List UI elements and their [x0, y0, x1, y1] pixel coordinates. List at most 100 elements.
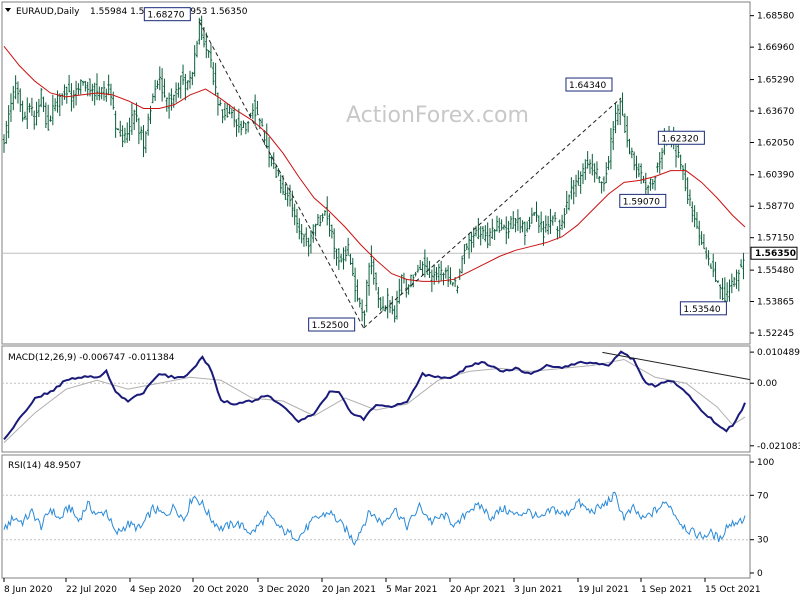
price-bar — [612, 121, 615, 151]
price-bar — [609, 127, 613, 170]
price-bar — [260, 118, 264, 127]
price-bar — [735, 269, 738, 289]
macd-line — [3, 350, 746, 441]
price-bar — [591, 153, 594, 176]
price-bar — [93, 82, 96, 106]
trendline[interactable] — [363, 97, 622, 329]
price-bar — [219, 99, 222, 107]
price-bar — [502, 224, 506, 230]
price-bar — [298, 218, 301, 240]
price-bar — [472, 227, 475, 248]
price-bar — [53, 98, 57, 112]
macd-trendline[interactable] — [602, 351, 751, 381]
price-bar — [712, 253, 715, 277]
price-bar — [649, 178, 652, 191]
price-bar — [519, 217, 522, 234]
price-bar — [679, 154, 682, 170]
price-bar — [342, 247, 345, 270]
trendline[interactable] — [198, 21, 365, 329]
macd-tick-label: 0.010489 — [757, 348, 800, 358]
price-bar — [507, 220, 510, 239]
price-bar — [142, 125, 145, 158]
price-bar — [42, 96, 45, 112]
price-bar — [107, 74, 110, 96]
price-bar — [251, 103, 255, 119]
price-bar — [186, 80, 189, 91]
price-bar — [377, 287, 380, 309]
price-bar — [116, 128, 120, 131]
price-bar — [233, 106, 236, 128]
price-bar — [170, 88, 173, 111]
price-bar — [414, 271, 417, 277]
price-bar — [651, 179, 654, 190]
price-bar — [532, 211, 536, 217]
price-bar — [493, 228, 496, 241]
rsi-line — [3, 491, 746, 546]
chevron-down-icon[interactable] — [5, 8, 11, 12]
price-bar — [74, 80, 78, 106]
price-bar — [91, 83, 94, 102]
price-tick-label: 1.60390 — [757, 171, 794, 181]
rsi-title: RSI(14) 48.9507 — [8, 461, 81, 471]
price-bar — [284, 183, 287, 200]
price-bar — [593, 163, 596, 183]
price-bar — [151, 93, 155, 104]
rsi-tick-label: 100 — [757, 458, 774, 468]
price-bar — [279, 174, 282, 194]
price-bar — [495, 215, 499, 232]
price-bar — [330, 224, 334, 239]
price-bar — [530, 207, 534, 224]
price-bar — [707, 250, 710, 266]
price-bar — [363, 310, 366, 327]
price-bar — [288, 184, 292, 207]
price-bar — [372, 258, 375, 285]
price-bar — [277, 168, 280, 177]
price-bar — [556, 226, 559, 240]
price-bar — [412, 274, 415, 288]
price-bar — [428, 260, 431, 279]
price-bar — [326, 196, 329, 226]
price-bar — [40, 88, 43, 108]
price-bar — [246, 120, 250, 133]
price-bar — [56, 90, 59, 113]
price-bar — [309, 229, 313, 254]
price-bar — [367, 262, 371, 296]
price-bar — [598, 176, 601, 184]
price-bar — [323, 210, 327, 216]
price-bar — [481, 225, 485, 239]
price-bar — [191, 71, 194, 86]
price-bar — [339, 253, 343, 263]
price-bar — [639, 163, 643, 184]
price-tick-label: 1.52245 — [757, 329, 794, 339]
price-bar — [265, 123, 268, 148]
price-bar — [625, 116, 629, 148]
price-bar — [553, 211, 557, 223]
price-annotation: 1.53540 — [679, 301, 727, 316]
price-bar — [114, 110, 117, 138]
price-bar — [270, 155, 273, 167]
price-bar — [79, 79, 82, 95]
price-bar — [321, 213, 324, 222]
price-bar — [33, 110, 36, 130]
price-bar — [477, 217, 480, 240]
price-bar — [574, 174, 578, 198]
price-bar — [193, 45, 196, 77]
price-bar — [346, 237, 350, 256]
price-bar — [709, 263, 713, 269]
price-bar — [430, 269, 434, 293]
macd-tick-label: 0.00 — [757, 379, 777, 389]
price-bar — [732, 276, 736, 287]
price-bar — [200, 15, 203, 40]
price-bar — [393, 305, 396, 323]
price-bar — [184, 73, 187, 101]
price-bar — [581, 163, 585, 185]
price-bar — [681, 165, 685, 181]
price-bar — [421, 261, 424, 276]
macd-panel-frame — [1, 345, 751, 453]
price-bar — [600, 181, 603, 194]
price-bar — [439, 260, 443, 282]
price-bar — [226, 103, 229, 118]
price-bar — [46, 104, 50, 131]
price-bar — [81, 80, 85, 86]
